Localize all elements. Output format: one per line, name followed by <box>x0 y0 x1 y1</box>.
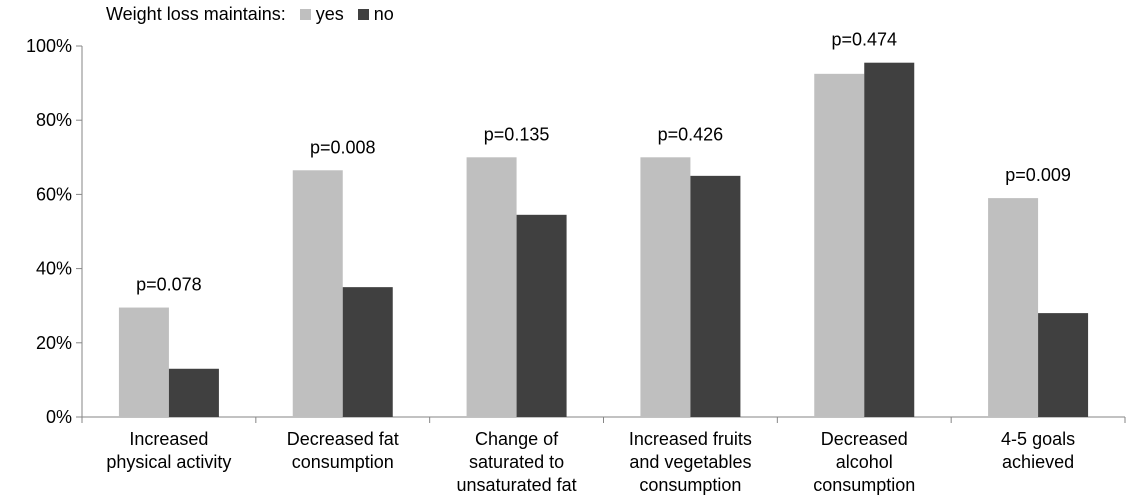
x-tick-label: Increased fruits and vegetables consumptio… <box>629 429 752 495</box>
x-tick-label-line: consumption <box>813 475 915 495</box>
legend-title: Weight loss maintains: <box>106 4 286 24</box>
bar-yes <box>988 198 1039 417</box>
chart-labels: 0% 20% 40% 60% 80% 100% p=0.078 Increased physic… <box>26 30 1075 495</box>
x-tick-label-line: alcohol <box>836 452 893 472</box>
x-tick-label-line: Increased fruits <box>629 429 752 449</box>
x-tick-label-line: saturated to <box>469 452 564 472</box>
x-tick-label-line: Decreased fat <box>287 429 399 449</box>
y-tick-label: 40% <box>36 259 72 279</box>
legend-label-no: no <box>373 4 394 24</box>
bar-no <box>342 287 393 417</box>
p-value-annotation: p=0.135 <box>484 124 550 144</box>
legend-swatch-yes <box>299 9 311 20</box>
p-value-annotation: p=0.078 <box>136 275 202 295</box>
bar-no <box>690 175 741 417</box>
bar-no <box>1038 313 1089 417</box>
y-tick-label: 100% <box>26 36 72 56</box>
bar-yes <box>640 157 691 418</box>
y-tick-label: 0% <box>46 407 72 427</box>
bar-yes <box>814 73 865 417</box>
x-tick-label: Increased physical activity <box>106 429 231 472</box>
x-tick-label-line: consumption <box>639 475 741 495</box>
y-tick-label: 60% <box>36 184 72 204</box>
p-value-annotation: p=0.009 <box>1005 165 1071 185</box>
chart-axes <box>76 45 1126 423</box>
chart-legend: Weight loss maintains: yes no <box>106 4 394 25</box>
p-value-annotation: p=0.426 <box>658 124 724 144</box>
x-tick-label-line: unsaturated fat <box>457 475 577 495</box>
x-tick-label-line: 4-5 goals <box>1001 429 1075 449</box>
x-tick-label-line: consumption <box>292 452 394 472</box>
x-tick-label-line: achieved <box>1002 452 1074 472</box>
y-tick-label: 80% <box>36 110 72 130</box>
bar-no <box>168 368 219 417</box>
bar-no <box>864 62 915 417</box>
legend-label-yes: yes <box>315 4 344 24</box>
bar-no <box>516 214 567 417</box>
bar-yes <box>292 170 343 417</box>
x-tick-label: Change of saturated to unsaturated fat <box>457 429 577 495</box>
x-tick-label: Decreased alcohol consumption <box>813 429 915 495</box>
x-tick-label: 4-5 goals achieved <box>1001 429 1075 472</box>
x-tick-label-line: Decreased <box>821 429 908 449</box>
x-tick-label-line: Change of <box>475 429 559 449</box>
bar-yes <box>118 307 169 417</box>
x-tick-label-line: Increased <box>129 429 208 449</box>
legend-swatch-no <box>357 9 369 20</box>
p-value-annotation: p=0.008 <box>310 137 376 157</box>
bar-yes <box>466 157 517 418</box>
x-tick-label-line: and vegetables <box>629 452 751 472</box>
x-tick-label-line: physical activity <box>106 452 231 472</box>
x-tick-label: Decreased fat consumption <box>287 429 399 472</box>
chart-bars <box>118 62 1089 418</box>
y-tick-label: 20% <box>36 333 72 353</box>
p-value-annotation: p=0.474 <box>831 30 897 50</box>
